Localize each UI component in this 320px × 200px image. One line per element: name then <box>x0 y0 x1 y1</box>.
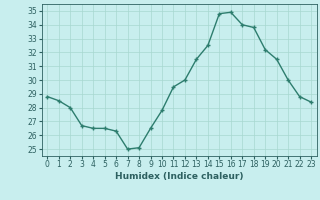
X-axis label: Humidex (Indice chaleur): Humidex (Indice chaleur) <box>115 172 244 181</box>
